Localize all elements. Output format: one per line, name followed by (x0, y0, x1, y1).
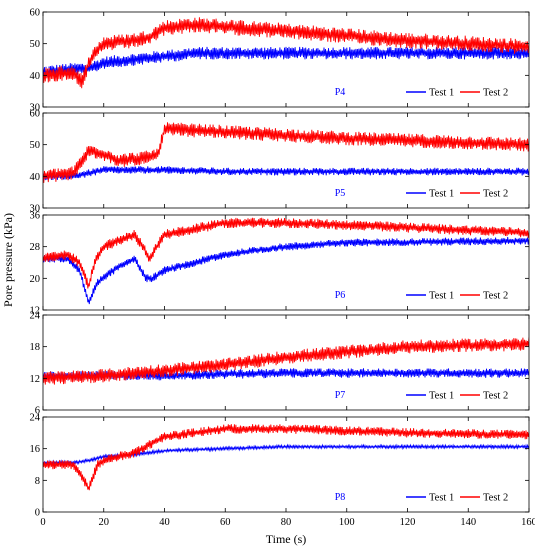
y-tick-label: 28 (30, 242, 41, 253)
legend-label: Test 1 (429, 88, 454, 99)
y-tick-label: 40 (30, 172, 41, 183)
plot-frame (42, 314, 530, 411)
legend-label: Test 2 (483, 189, 508, 200)
plot-frame (42, 416, 530, 513)
legend: Test 1 Test 2 (406, 493, 508, 504)
x-tick-label: 100 (339, 517, 355, 528)
series-line-test-2 (43, 217, 529, 289)
y-tick-label: 50 (30, 140, 41, 151)
y-tick-label: 6 (35, 406, 40, 417)
y-tick-label: 0 (35, 508, 40, 519)
y-tick-label: 12 (30, 374, 41, 385)
y-tick-label: 20 (30, 274, 41, 285)
panel-p4: 30 40 50 60 P4 Test 1 Test 2 (30, 8, 530, 114)
y-tick-label: 24 (30, 311, 41, 322)
legend-label: Test 1 (429, 493, 454, 504)
y-tick-label: 16 (30, 444, 41, 455)
y-tick-label: 60 (30, 8, 41, 19)
y-axis-label: Pore pressure (kPa) (1, 213, 15, 307)
panel-p5: 30 40 50 60 P5 Test 1 Test 2 (30, 109, 530, 215)
legend: Test 1 Test 2 (406, 88, 508, 99)
y-tick-label: 36 (30, 211, 41, 222)
series-line-test-1 (43, 166, 529, 181)
series-line-test-2 (43, 424, 529, 491)
x-tick-label: 0 (40, 517, 45, 528)
legend-label: Test 2 (483, 291, 508, 302)
x-tick-label: 20 (99, 517, 110, 528)
legend-label: Test 2 (483, 88, 508, 99)
panel-p7: 6 12 18 24 P7 Test 1 Test 2 (30, 311, 530, 417)
series-line-test-1 (43, 443, 529, 466)
panel-label: P6 (335, 290, 346, 301)
legend-label: Test 2 (483, 493, 508, 504)
y-tick-label: 24 (30, 413, 41, 424)
series-line-test-2 (43, 337, 529, 385)
y-tick-label: 30 (30, 204, 41, 215)
y-tick-label: 12 (30, 306, 41, 317)
x-tick-label: 120 (400, 517, 416, 528)
series-line-test-2 (43, 17, 529, 89)
panel-label: P7 (335, 390, 346, 401)
y-tick-label: 8 (35, 476, 40, 487)
x-tick-label: 80 (281, 517, 292, 528)
x-tick-label: 40 (159, 517, 170, 528)
legend-label: Test 2 (483, 391, 508, 402)
series-line-test-2 (43, 122, 529, 183)
panel-label: P5 (335, 188, 346, 199)
y-tick-label: 18 (30, 342, 41, 353)
panel-p6: 12 20 28 36 P6 Test 1 Test 2 (30, 211, 530, 317)
x-tick-label: 60 (220, 517, 231, 528)
legend: Test 1 Test 2 (406, 391, 508, 402)
legend-label: Test 1 (429, 391, 454, 402)
y-tick-label: 30 (30, 103, 41, 114)
x-tick-label: 140 (460, 517, 476, 528)
legend-label: Test 1 (429, 291, 454, 302)
y-tick-label: 50 (30, 39, 41, 50)
x-axis-label: Time (s) (266, 532, 307, 546)
series-line-test-1 (43, 237, 529, 305)
y-tick-label: 60 (30, 109, 41, 120)
panel-label: P8 (335, 492, 346, 503)
y-tick-label: 40 (30, 71, 41, 82)
legend: Test 1 Test 2 (406, 189, 508, 200)
series-line-test-1 (43, 46, 529, 79)
legend: Test 1 Test 2 (406, 291, 508, 302)
x-tick-label: 160 (521, 517, 535, 528)
legend-label: Test 1 (429, 189, 454, 200)
panel-p8: 0 8 16 24 P8 Test 1 Test 2 (30, 413, 530, 519)
panel-label: P4 (335, 87, 346, 98)
